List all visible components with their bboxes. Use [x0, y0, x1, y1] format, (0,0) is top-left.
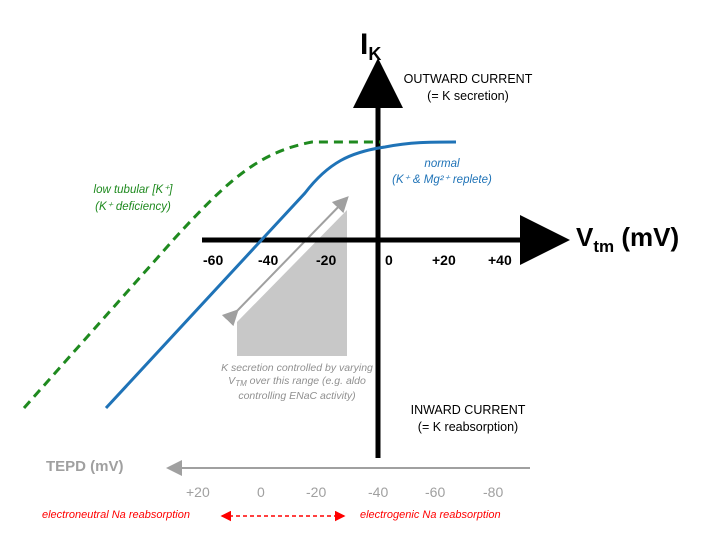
inward-current-label: INWARD CURRENT (= K reabsorption) — [398, 403, 538, 434]
annotation-line2: VTM over this range (e.g. aldo — [212, 375, 382, 390]
tepd-tick-label: -40 — [368, 484, 389, 500]
x-tick-label: +40 — [488, 252, 512, 268]
x-axis-label-unit: (mV) — [614, 222, 680, 252]
electroneutral-label: electroneutral Na reabsorption — [42, 509, 190, 521]
x-tick-label: 0 — [385, 252, 393, 268]
outward-current-line1: OUTWARD CURRENT — [403, 72, 533, 86]
x-tick-label: +20 — [432, 252, 456, 268]
annotation-vtm-sub: TM — [235, 379, 247, 388]
low-k-curve-line2: (K⁺ deficiency) — [95, 201, 171, 213]
x-tick-label: -40 — [258, 252, 279, 268]
tepd-tick-label: -20 — [306, 484, 327, 500]
annotation-line1: K secretion controlled by varying — [221, 362, 373, 374]
normal-curve-label: normal (K⁺ & Mg²⁺ replete) — [382, 158, 502, 186]
y-axis-label: IK — [360, 28, 381, 65]
inward-current-line2: (= K reabsorption) — [417, 420, 519, 434]
x-axis-label: Vtm (mV) — [576, 222, 679, 257]
tepd-axis-label: TEPD (mV) — [46, 458, 124, 475]
outward-current-label: OUTWARD CURRENT (= K secretion) — [398, 72, 538, 103]
x-axis-label-main: V — [576, 222, 594, 252]
annotation-vtm: V — [228, 375, 236, 387]
tepd-tick-label: +20 — [186, 484, 210, 500]
annotation-line2-rest: over this range (e.g. aldo — [246, 375, 366, 387]
outward-current-line2: (= K secretion) — [427, 89, 509, 103]
low-k-curve-line1: low tubular [K⁺] — [93, 184, 173, 196]
inward-current-line1: INWARD CURRENT — [410, 403, 526, 417]
tepd-tick-label: -80 — [483, 484, 504, 500]
y-axis-label-sub: K — [368, 44, 382, 64]
secretion-range-triangle — [237, 210, 347, 356]
x-tick-label: -20 — [316, 252, 337, 268]
normal-curve-line1: normal — [424, 158, 460, 170]
y-axis-label-main: I — [360, 28, 369, 61]
tepd-tick-label: 0 — [257, 484, 265, 500]
secretion-range-arrow — [221, 196, 349, 327]
normal-curve-line2: (K⁺ & Mg²⁺ replete) — [392, 174, 492, 186]
normal-curve — [104, 140, 457, 410]
annotation-line3: controlling ENaC activity) — [238, 390, 356, 402]
low-k-curve — [22, 140, 380, 409]
low-k-curve-label: low tubular [K⁺] (K⁺ deficiency) — [68, 182, 198, 213]
x-tick-label: -60 — [203, 252, 224, 268]
tepd-tick-label: -60 — [425, 484, 446, 500]
electrogenic-label: electrogenic Na reabsorption — [360, 509, 501, 521]
x-axis-label-sub: tm — [593, 237, 615, 256]
secretion-range-annotation: K secretion controlled by varying VTM ov… — [212, 362, 382, 403]
